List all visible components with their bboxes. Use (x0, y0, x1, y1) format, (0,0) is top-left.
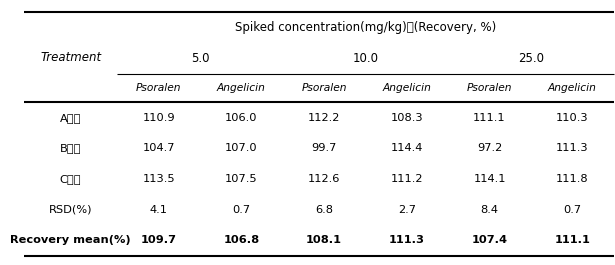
Text: Psoralen: Psoralen (301, 83, 347, 93)
Text: 106.8: 106.8 (223, 235, 260, 245)
Text: 6.8: 6.8 (315, 205, 333, 215)
Text: 10.0: 10.0 (352, 52, 378, 65)
Text: 107.5: 107.5 (225, 174, 258, 184)
Text: 114.4: 114.4 (391, 143, 423, 153)
Text: 111.8: 111.8 (556, 174, 589, 184)
Text: C기관: C기관 (60, 174, 81, 184)
Text: 110.9: 110.9 (142, 113, 175, 123)
Text: RSD(%): RSD(%) (49, 205, 92, 215)
Text: 107.0: 107.0 (225, 143, 258, 153)
Text: 106.0: 106.0 (225, 113, 258, 123)
Text: 111.3: 111.3 (389, 235, 425, 245)
Text: 0.7: 0.7 (232, 205, 250, 215)
Text: Treatment: Treatment (40, 51, 101, 64)
Text: 111.3: 111.3 (556, 143, 589, 153)
Text: 5.0: 5.0 (191, 52, 209, 65)
Text: Spiked concentration(mg/kg)　(Recovery, %): Spiked concentration(mg/kg) (Recovery, %… (235, 21, 496, 34)
Text: Angelicin: Angelicin (217, 83, 266, 93)
Text: 99.7: 99.7 (311, 143, 337, 153)
Text: 112.6: 112.6 (308, 174, 340, 184)
Text: Angelicin: Angelicin (548, 83, 597, 93)
Text: 108.3: 108.3 (391, 113, 423, 123)
Text: Angelicin: Angelicin (383, 83, 431, 93)
Text: 97.2: 97.2 (477, 143, 502, 153)
Text: 107.4: 107.4 (472, 235, 507, 245)
Text: Recovery mean(%): Recovery mean(%) (10, 235, 131, 245)
Text: 104.7: 104.7 (142, 143, 175, 153)
Text: 114.1: 114.1 (474, 174, 506, 184)
Text: 110.3: 110.3 (556, 113, 589, 123)
Text: 111.1: 111.1 (554, 235, 590, 245)
Text: 111.1: 111.1 (473, 113, 506, 123)
Text: 113.5: 113.5 (142, 174, 175, 184)
Text: 0.7: 0.7 (563, 205, 581, 215)
Text: 111.2: 111.2 (391, 174, 423, 184)
Text: Psoralen: Psoralen (136, 83, 181, 93)
Text: 25.0: 25.0 (518, 52, 544, 65)
Text: A기관: A기관 (60, 113, 81, 123)
Text: Psoralen: Psoralen (467, 83, 512, 93)
Text: B기관: B기관 (60, 143, 81, 153)
Text: 8.4: 8.4 (480, 205, 499, 215)
Text: 2.7: 2.7 (398, 205, 416, 215)
Text: 108.1: 108.1 (306, 235, 342, 245)
Text: 109.7: 109.7 (141, 235, 177, 245)
Text: 112.2: 112.2 (308, 113, 340, 123)
Text: 4.1: 4.1 (149, 205, 167, 215)
